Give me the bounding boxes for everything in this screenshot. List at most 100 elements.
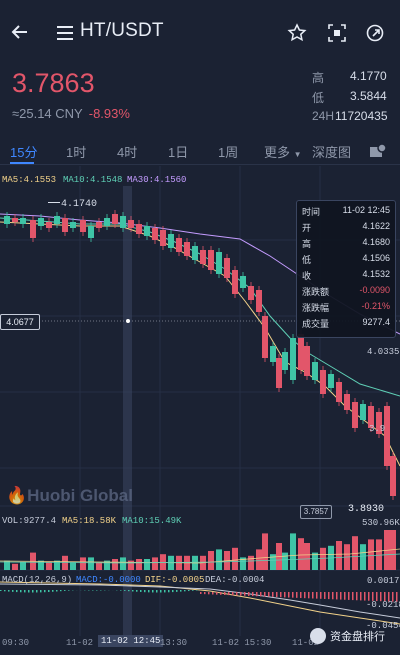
high-value: 4.1770 [350,69,387,83]
tooltip-key: 涨跌幅 [302,303,330,313]
vol-max-label: 530.96K [362,518,400,528]
volume-bar [256,549,262,570]
crosshair-price-tag: 4.0677 [0,314,40,330]
tooltip-value: -0.0090 [359,285,390,295]
macd-bar [244,592,246,596]
volume-bar [282,552,288,570]
macd-bar [352,592,354,601]
macd-bar [364,592,366,601]
tab-1d[interactable]: 1日 [168,145,189,160]
dropdown-caret-icon: ▼ [293,150,302,159]
macd-bar [340,592,342,600]
volume-bar [160,554,166,570]
macd-bar [56,590,58,592]
tab-4h[interactable]: 4时 [117,145,138,160]
pair-title[interactable]: HT/USDT [80,20,164,41]
candle-body [136,224,142,234]
back-arrow-icon[interactable] [8,20,32,44]
macd-bar [264,592,266,597]
axis-price-label-partial: 3.9 [369,424,386,434]
chart-settings-icon[interactable] [369,141,387,159]
macd-bar [304,592,306,599]
macd-bar [232,592,234,596]
macd-bar [176,590,178,592]
candle-body [80,220,86,232]
macd-bar [224,592,226,595]
high-label: 高 [312,71,325,85]
macd-bar [24,590,26,593]
candle-body [144,226,150,236]
volume-bar [152,557,158,570]
macd-bar [0,590,2,591]
scan-icon[interactable] [326,22,348,44]
macd-bar [360,592,362,601]
macd-bar [396,592,398,602]
macd-bar [124,590,126,591]
tooltip-key: 时间 [302,207,321,217]
candle-body [38,218,44,226]
top-bar: HT/USDT [0,0,400,66]
tooltip-key: 涨跌额 [302,287,330,297]
volume-label: 24H [312,109,335,123]
candle-body [4,216,10,224]
candle-body [30,220,36,238]
macd-bar [316,592,318,599]
candles [4,210,396,500]
candle-body [304,346,310,376]
volume-bar [298,538,304,570]
candle-body [224,258,230,278]
candle-body [232,270,238,294]
candle-body [176,238,182,252]
tab-1w[interactable]: 1周 [218,145,239,160]
macd-bar [384,592,386,602]
macd-bar [160,590,162,593]
tab-more[interactable]: 更多 ▼ [264,142,302,161]
volume-bar [54,560,60,570]
tooltip-key: 开 [302,223,312,233]
tab-15m[interactable]: 15分 [10,145,38,160]
volume-bar [38,560,44,570]
volume-bar [4,560,10,570]
volume-bar [70,562,76,570]
macd-bar [220,592,222,595]
max-price-pointer [48,202,60,203]
low-label: 低 [312,91,325,105]
watermark-text: Huobi Global [27,486,133,505]
macd-bar [168,590,170,593]
candle-body [152,228,158,240]
macd-bar [40,590,42,593]
macd-bar [52,590,54,592]
macd-bar [48,590,50,593]
tab-1h[interactable]: 1时 [66,145,87,160]
candle-body [328,374,334,388]
macd-bar [200,592,202,594]
ma10-legend: MA10:4.1548 [63,175,123,185]
volume-bar [120,557,126,570]
macd-bar [336,592,338,600]
candle-body [384,406,390,466]
tooltip-value: 4.1622 [362,221,390,231]
volume-bar [262,533,268,570]
macd-bar [132,590,134,592]
timeframe-tabs: 15分 1时 4时 1日 1周 更多 ▼ 深度图 [0,136,400,165]
cny-price: ≈25.14 CNY [12,106,83,121]
refresh-icon[interactable] [364,22,386,44]
huobi-logo-icon: 🔥 [6,486,28,505]
macd-value: MACD:-0.0000 [76,575,141,585]
volume-bar [208,551,214,570]
macd-bar [12,590,14,592]
tooltip-value: -0.21% [361,301,390,311]
star-icon[interactable] [286,22,308,44]
tab-depth[interactable]: 深度图 [312,145,352,160]
tab-more-label: 更多 [264,145,291,160]
price-subline: ≈25.14 CNY -8.93% [12,106,130,121]
list-menu-icon[interactable] [56,24,74,42]
macd-bar [28,590,30,593]
candle-body [208,250,214,270]
macd-bar [372,592,374,601]
time-label: 13:30 [160,638,188,648]
macd-bar [272,592,274,597]
tooltip-row: 涨跌幅 -0.21% [302,301,390,314]
macd-bar [152,590,154,593]
macd-bar [344,592,346,600]
